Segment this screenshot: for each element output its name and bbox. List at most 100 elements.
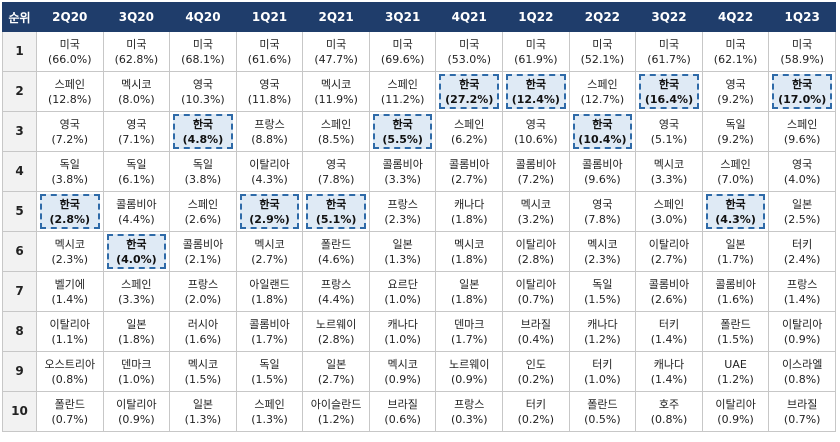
cell-content: 캐나다 (1.2%) [570, 312, 636, 351]
country-name: 콜롬비아 [582, 157, 623, 171]
cell-content: 벨기에 (1.4%) [37, 272, 103, 311]
ranking-cell: 캐나다 (1.0%) [368, 311, 437, 352]
country-name: 한국 [325, 197, 347, 211]
cell-content: 멕시코 (0.9%) [370, 352, 436, 391]
country-name: 미국 [259, 37, 280, 51]
share-percent: (53.0%) [447, 52, 492, 66]
share-percent: (0.9%) [118, 412, 155, 426]
ranking-cell: 콜롬비아 (1.6%) [701, 271, 770, 312]
country-name: 폴란드 [587, 397, 618, 411]
ranking-cell: 한국 (4.0%) [102, 231, 171, 272]
share-percent: (7.2%) [51, 132, 89, 146]
ranking-cell: 일본 (1.7%) [701, 231, 770, 272]
country-name: 멕시코 [121, 77, 152, 91]
cell-content: 덴마크 (1.7%) [436, 312, 502, 351]
country-name: 벨기에 [54, 277, 85, 291]
country-name: 미국 [59, 37, 80, 51]
country-name: 한국 [59, 197, 80, 211]
cell-content: 멕시코 (1.8%) [436, 232, 502, 271]
cell-content: 일본 (1.7%) [703, 232, 769, 271]
share-percent: (61.7%) [647, 52, 691, 66]
ranking-cell: 터키 (1.4%) [635, 311, 703, 352]
ranking-cell: 미국 (61.6%) [235, 31, 304, 72]
ranking-cell: 브라질 (0.4%) [502, 311, 570, 352]
share-percent: (2.6%) [650, 292, 688, 306]
share-percent: (1.8%) [450, 252, 488, 266]
ranking-cell: 인도 (0.2%) [502, 351, 570, 392]
cell-content: 캐나다 (1.4%) [636, 352, 702, 391]
column-header: 2Q22 [568, 2, 637, 32]
share-percent: (7.2%) [517, 172, 555, 186]
cell-content: 미국 (58.9%) [769, 32, 835, 71]
country-name: 콜롬비아 [249, 317, 290, 331]
share-percent: (68.1%) [181, 52, 225, 66]
column-header: 1Q21 [235, 2, 304, 32]
country-name: 멕시코 [520, 197, 552, 211]
country-name: 캐나다 [387, 317, 418, 331]
cell-content: 콜롬비아 (1.7%) [237, 312, 303, 351]
share-percent: (1.3%) [384, 252, 421, 266]
country-name: 이탈리아 [781, 317, 823, 331]
country-name: 브라질 [387, 397, 418, 411]
country-name: 폴란드 [320, 237, 352, 251]
country-name: 멕시코 [454, 237, 485, 251]
cell-content: 스페인 (9.6%) [769, 112, 835, 151]
table-row: 1 미국 (66.0%) 미국 (62.8%) 미국 (68.1%) 미국 (61.6%) 미국(… [2, 31, 836, 72]
country-name: 영국 [259, 77, 280, 91]
cell-content: 이탈리아 (1.1%) [37, 312, 103, 351]
share-percent: (3.3%) [118, 292, 155, 306]
cell-content: 일본 (1.8%) [436, 272, 502, 311]
country-name: 콜롬비아 [449, 157, 490, 171]
cell-content: 터키 (1.4%) [636, 312, 702, 351]
ranking-cell: 멕시코 (2.7%) [235, 231, 304, 272]
cell-content: 프랑스 (0.3%) [436, 392, 502, 431]
ranking-cell: 콜롬비아 (9.6%) [568, 151, 637, 192]
ranking-cell: 캐나다 (1.2%) [568, 311, 637, 352]
share-percent: (0.9%) [717, 412, 754, 426]
cell-content: 스페인 (6.2%) [436, 112, 502, 151]
column-header: 2Q20 [36, 2, 104, 32]
share-percent: (3.3%) [384, 172, 421, 186]
ranking-cell: 스페인 (7.0%) [701, 151, 770, 192]
ranking-cell: 콜롬비아 (3.3%) [368, 151, 437, 192]
country-name: 프랑스 [254, 117, 285, 131]
share-percent: (0.2%) [517, 412, 555, 426]
ranking-cell: 캐나다 (1.8%) [435, 191, 504, 232]
country-name: 아이슬란드 [310, 397, 362, 411]
cell-content: 스페인 (3.3%) [104, 272, 170, 311]
ranking-cell: 일본 (1.3%) [368, 231, 437, 272]
share-percent: (58.9%) [780, 52, 824, 66]
ranking-cell: 미국 (68.1%) [169, 31, 237, 72]
share-percent: (62.1%) [713, 52, 758, 66]
country-name: 스페인 [720, 157, 751, 171]
cell-content: 브라질 (0.7%) [769, 392, 835, 431]
ranking-cell: 독일 (1.5%) [235, 351, 304, 392]
ranking-cell: 미국 (58.9%) [768, 31, 836, 72]
share-percent: (1.7%) [251, 332, 288, 346]
share-percent: (47.7%) [314, 52, 358, 66]
country-name: 미국 [192, 37, 214, 51]
ranking-cell: 멕시코 (1.8%) [435, 231, 504, 272]
country-name: 프랑스 [454, 397, 485, 411]
ranking-cell: 폴란드 (4.6%) [302, 231, 370, 272]
share-percent: (8.5%) [317, 132, 355, 146]
country-name: 미국 [658, 37, 680, 51]
ranking-cell: 터키 (2.4%) [768, 231, 836, 272]
country-name: 스페인 [786, 117, 818, 131]
country-name: 한국 [126, 237, 147, 251]
share-percent: (2.7%) [251, 252, 288, 266]
cell-content: 독일 (3.8%) [170, 152, 236, 191]
ranking-cell: 독일 (9.2%) [701, 111, 770, 152]
cell-content: 독일 (3.8%) [37, 152, 103, 191]
country-name: 프랑스 [320, 277, 352, 291]
ranking-cell: 콜롬비아 (2.6%) [635, 271, 703, 312]
country-name: 이탈리아 [715, 397, 756, 411]
share-percent: (9.6%) [783, 132, 821, 146]
country-name: 터키 [792, 237, 813, 251]
cell-content: 일본 (2.5%) [769, 192, 835, 231]
ranking-cell: 멕시코 (2.3%) [36, 231, 104, 272]
share-percent: (1.2%) [717, 372, 754, 386]
table-row: 2 스페인 (12.8%) 멕시코 (8.0%) 영국 (10.3%) 영국 (11.8%) 멕시… [2, 71, 836, 112]
country-name: 캐나다 [454, 197, 485, 211]
ranking-cell: 일본 (1.3%) [169, 391, 237, 432]
